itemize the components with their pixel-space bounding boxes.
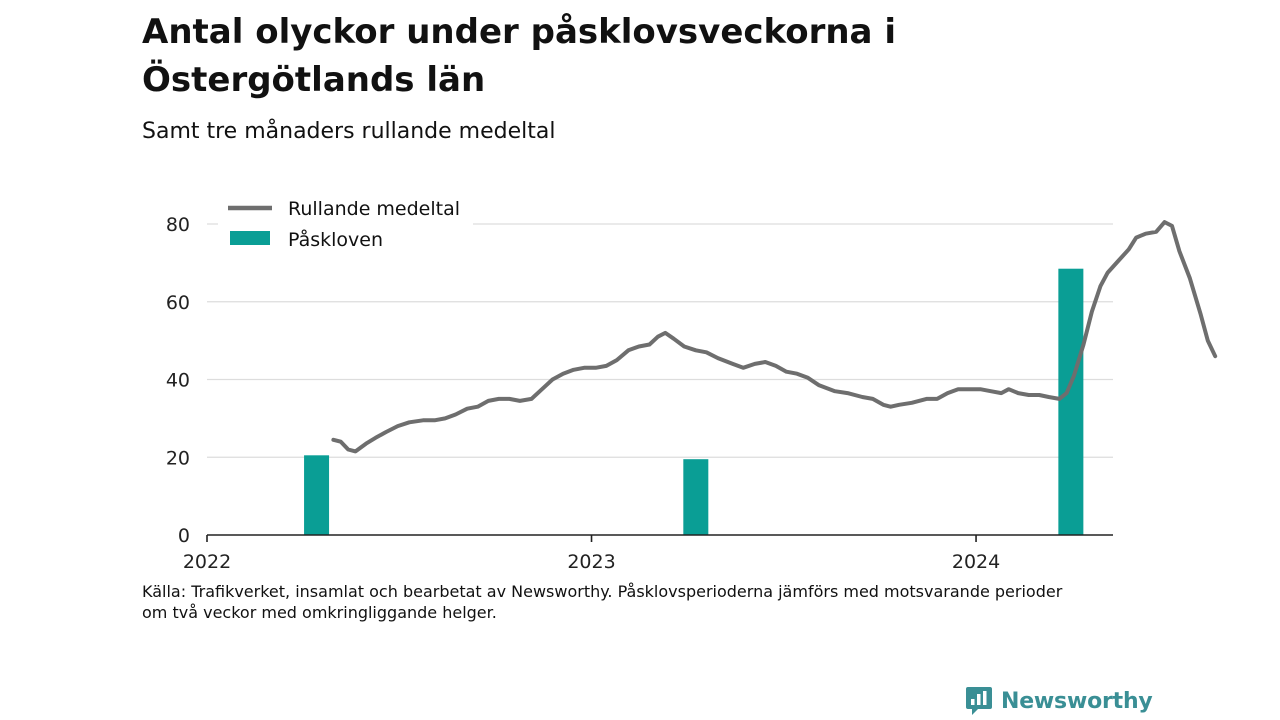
x-tick-label: 2023 bbox=[567, 551, 615, 573]
y-tick-label: 40 bbox=[166, 370, 190, 392]
chart-title: Antal olyckor under påsklovsveckorna i Ö… bbox=[142, 12, 896, 100]
legend-swatch-bar bbox=[230, 231, 270, 245]
chart-subtitle: Samt tre månaders rullande medeltal bbox=[142, 119, 556, 144]
source-note: Källa: Trafikverket, insamlat och bearbe… bbox=[142, 582, 1063, 622]
bar-paskloven bbox=[683, 459, 709, 535]
y-tick-label: 0 bbox=[178, 525, 190, 547]
legend-label-line: Rullande medeltal bbox=[288, 198, 460, 220]
newsworthy-logo[interactable]: Newsworthy bbox=[965, 686, 1153, 716]
newsworthy-logo-text: Newsworthy bbox=[1001, 688, 1153, 714]
x-tick-label: 2024 bbox=[952, 551, 1000, 573]
x-tick-label: 2022 bbox=[183, 551, 231, 573]
y-tick-label: 80 bbox=[166, 214, 190, 236]
bar-paskloven bbox=[1058, 268, 1084, 535]
line-rullande-medeltal bbox=[331, 220, 1218, 454]
legend-background bbox=[218, 192, 473, 258]
newsworthy-logo-icon bbox=[966, 687, 992, 715]
y-tick-label: 20 bbox=[166, 447, 190, 469]
bar-paskloven bbox=[304, 455, 330, 535]
legend-label-bar: Påskloven bbox=[288, 228, 383, 251]
y-tick-label: 60 bbox=[166, 292, 190, 314]
